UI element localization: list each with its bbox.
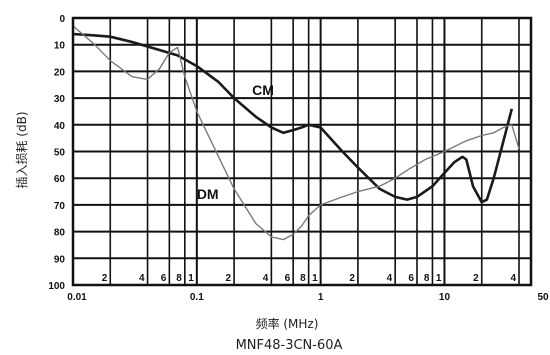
x-axis-label: 频率 (MHz) <box>256 316 319 331</box>
y-tick-label: 20 <box>54 67 66 78</box>
y-tick-label: 60 <box>54 174 66 185</box>
x-minor-tick-label: 1 <box>436 273 442 284</box>
x-minor-tick-label: 4 <box>387 273 393 284</box>
grid <box>72 17 531 286</box>
x-minor-tick-label: 4 <box>139 273 145 284</box>
series-line-dm <box>72 25 520 241</box>
y-tick-label: 90 <box>54 254 66 265</box>
x-minor-tick-label: 2 <box>102 273 108 284</box>
y-tick-label: 40 <box>54 121 66 132</box>
y-tick-label: 80 <box>54 228 66 239</box>
model-caption: MNF48-3CN-60A <box>236 338 343 353</box>
x-major-tick-label: 10 <box>439 292 451 303</box>
plot-border <box>71 16 533 287</box>
series-line-cm <box>72 32 514 204</box>
x-minor-tick-label: 2 <box>226 273 232 284</box>
x-minor-tick-label: 4 <box>263 273 269 284</box>
series-layer: CM DM <box>72 25 520 241</box>
x-major-tick-label: 0.1 <box>190 292 204 303</box>
y-tick-label: 10 <box>54 41 66 52</box>
x-minor-tick-label: 4 <box>510 273 516 284</box>
y-tick-label: 30 <box>54 94 66 105</box>
y-tick-label: 100 <box>48 281 65 292</box>
x-minor-tick-label: 8 <box>424 273 430 284</box>
x-minor-tick-label: 6 <box>161 273 167 284</box>
x-minor-tick-label: 6 <box>285 273 291 284</box>
x-minor-tick-label: 8 <box>176 273 182 284</box>
y-axis-label: 插入损耗 (dB) <box>15 111 29 188</box>
x-minor-tick-label: 1 <box>312 273 318 284</box>
x-minor-tick-label: 2 <box>349 273 355 284</box>
x-major-tick-label: 1 <box>318 292 324 303</box>
x-minor-tick-label: 1 <box>188 273 194 284</box>
y-tick-label: 50 <box>54 148 66 159</box>
series-annotation-dm: DM <box>197 186 219 202</box>
x-major-tick-label: 0.01 <box>67 292 87 303</box>
x-minor-tick-label: 6 <box>408 273 414 284</box>
y-tick-label: 0 <box>59 14 65 25</box>
labels: 插入损耗 (dB) 频率 (MHz) MNF48-3CN-60A <box>15 111 343 353</box>
plot-frame <box>71 16 533 287</box>
x-minor-tick-label: 8 <box>300 273 306 284</box>
x-minor-tick-label: 2 <box>473 273 479 284</box>
x-major-tick-label: 50 <box>537 292 549 303</box>
series-annotation-cm: CM <box>252 82 274 98</box>
y-tick-label: 70 <box>54 201 66 212</box>
